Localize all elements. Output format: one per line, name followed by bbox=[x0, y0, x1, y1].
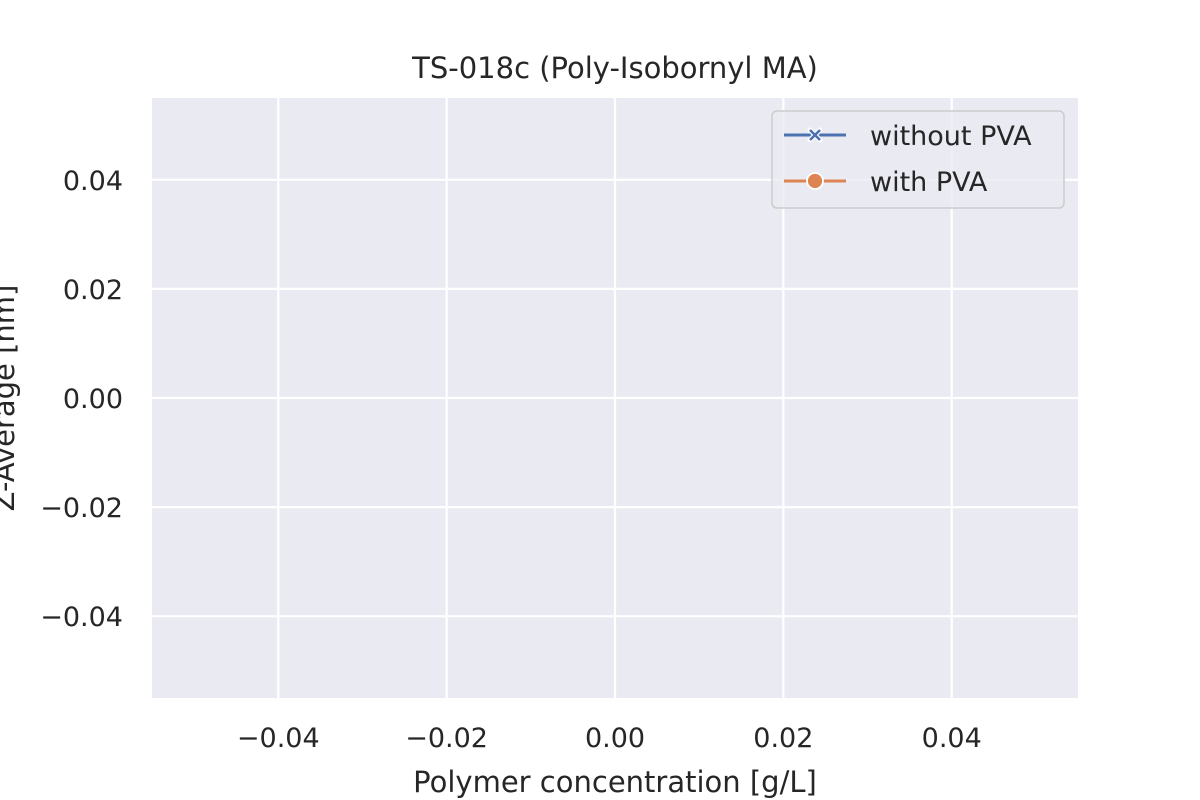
legend-label: without PVA bbox=[870, 121, 1032, 152]
y-axis-title: Z-Average [nm] bbox=[0, 285, 21, 512]
legend-entry: without PVA bbox=[784, 121, 1032, 152]
y-tick-label: −0.02 bbox=[40, 493, 123, 524]
x-tick-label: 0.00 bbox=[585, 723, 645, 754]
x-tick-label: −0.04 bbox=[237, 723, 320, 754]
legend-label: with PVA bbox=[870, 167, 988, 198]
y-tick-label: −0.04 bbox=[40, 602, 123, 633]
x-axis-title: Polymer concentration [g/L] bbox=[413, 765, 817, 799]
legend: without PVA with PVA bbox=[771, 110, 1065, 209]
legend-x-marker-icon bbox=[807, 127, 823, 143]
legend-entry: with PVA bbox=[784, 167, 988, 198]
y-tick-label: 0.02 bbox=[63, 275, 123, 306]
y-tick-label: 0.00 bbox=[63, 384, 123, 415]
x-tick-labels: −0.04 −0.02 0.00 0.02 0.04 bbox=[237, 723, 982, 754]
chart-title: TS-018c (Poly-Isobornyl MA) bbox=[411, 51, 818, 85]
x-tick-label: 0.04 bbox=[922, 723, 982, 754]
y-tick-label: 0.04 bbox=[63, 166, 123, 197]
x-tick-label: −0.02 bbox=[405, 723, 488, 754]
y-tick-labels: −0.04 −0.02 0.00 0.02 0.04 bbox=[40, 166, 123, 633]
legend-circle-marker-icon bbox=[806, 172, 824, 190]
x-tick-label: 0.02 bbox=[753, 723, 813, 754]
